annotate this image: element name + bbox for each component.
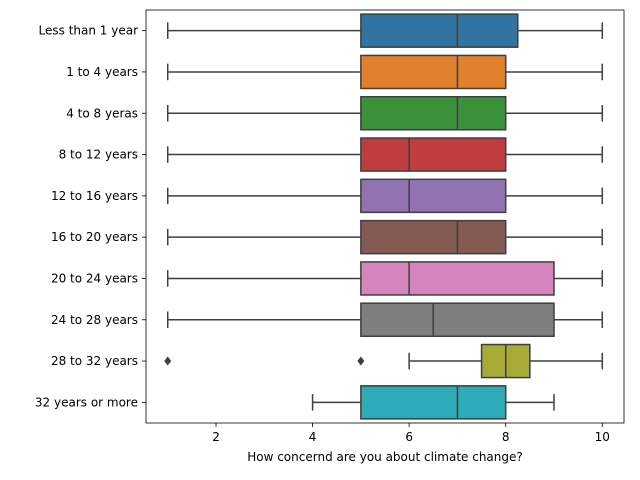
box-group [166,137,604,172]
box-group [166,261,604,296]
x-tick-label: 6 [405,430,413,444]
iqr-box [360,13,519,48]
y-tick-label: 28 to 32 years [51,354,138,368]
iqr-box [360,219,507,255]
box-group [166,219,604,255]
iqr-box [360,385,507,420]
x-tick-label: 2 [212,430,220,444]
x-tick-label: 4 [309,430,317,444]
y-tick-label: 4 to 8 yeras [66,106,138,120]
y-tick-label: 1 to 4 years [66,65,138,79]
iqr-box [360,54,507,90]
iqr-box [360,261,555,296]
box-group [166,95,604,131]
outlier-point [164,356,172,366]
x-axis-title: How concernd are you about climate chang… [247,450,523,464]
y-tick-label: Less than 1 year [39,24,139,38]
iqr-box [360,178,507,214]
box-group [166,302,604,338]
box-group [311,385,555,420]
x-tick-label: 10 [595,430,610,444]
box-group [166,178,604,214]
y-tick-label: 16 to 20 years [51,230,138,244]
y-tick-label: 32 years or more [35,395,138,409]
y-tick-label: 24 to 28 years [51,313,138,327]
axes-layer: Less than 1 year 1 to 4 years 4 to 8 yeras… [35,9,625,444]
outlier-point [357,356,365,366]
box-group [164,343,604,379]
plot-frame [145,9,625,424]
box-group [166,54,604,90]
y-tick-label: 20 to 24 years [51,271,138,285]
box-group [166,13,604,48]
boxes-layer [164,13,604,420]
x-tick-label: 8 [502,430,510,444]
y-tick-label: 12 to 16 years [51,189,138,203]
iqr-box [360,302,555,338]
iqr-box [360,95,507,131]
iqr-box [360,137,507,172]
y-tick-label: 8 to 12 years [59,148,138,162]
